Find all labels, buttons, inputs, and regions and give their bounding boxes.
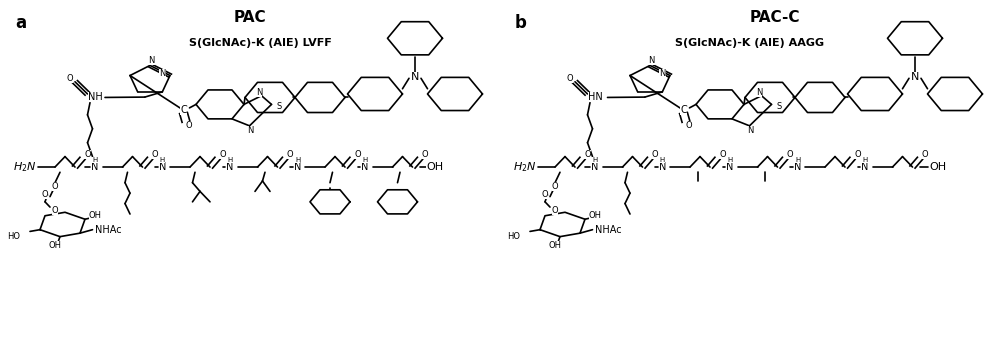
Text: N: N <box>648 56 655 65</box>
Text: OH: OH <box>48 241 62 250</box>
Text: C: C <box>680 105 687 114</box>
Text: OH: OH <box>426 162 444 172</box>
Text: O: O <box>567 74 573 83</box>
Text: N: N <box>361 162 369 172</box>
Text: N: N <box>247 126 254 135</box>
Text: N: N <box>756 88 762 97</box>
Text: N: N <box>747 126 754 135</box>
Text: O: O <box>584 150 591 159</box>
Text: O: O <box>84 150 91 159</box>
Text: N: N <box>591 162 599 172</box>
Text: HO: HO <box>507 232 520 241</box>
Text: N: N <box>159 69 166 78</box>
Text: a: a <box>15 14 26 32</box>
Text: H: H <box>92 157 98 163</box>
Text: O: O <box>685 121 692 130</box>
Text: N: N <box>226 162 234 172</box>
Text: O: O <box>52 206 58 215</box>
Text: N: N <box>159 162 166 172</box>
Text: H: H <box>295 157 300 163</box>
Text: N: N <box>659 162 666 172</box>
Text: O: O <box>542 190 548 199</box>
Text: O: O <box>922 150 928 159</box>
Text: O: O <box>719 150 726 159</box>
Text: H: H <box>592 157 598 163</box>
Text: N: N <box>794 162 801 172</box>
Text: OH: OH <box>548 241 562 250</box>
Text: C: C <box>180 105 187 114</box>
Text: O: O <box>552 182 558 191</box>
Text: H: H <box>862 157 868 163</box>
Text: N: N <box>91 162 99 172</box>
Text: N: N <box>294 162 301 172</box>
Text: O: O <box>219 150 226 159</box>
Text: OH: OH <box>88 211 102 220</box>
Text: O: O <box>652 150 658 159</box>
Text: NH: NH <box>88 93 102 102</box>
Text: HN: HN <box>588 93 602 102</box>
Text: O: O <box>854 150 861 159</box>
Text: S: S <box>276 102 282 111</box>
Text: N: N <box>911 72 919 81</box>
Text: S(GlcNAc)-K (AIE) AAGG: S(GlcNAc)-K (AIE) AAGG <box>675 38 825 48</box>
Text: O: O <box>354 150 361 159</box>
Text: O: O <box>422 150 428 159</box>
Text: N: N <box>659 69 666 78</box>
Text: H: H <box>795 157 800 163</box>
Text: NHAc: NHAc <box>95 225 122 235</box>
Text: NHAc: NHAc <box>595 225 622 235</box>
Text: H: H <box>362 157 368 163</box>
Text: N: N <box>861 162 869 172</box>
Text: S(GlcNAc)-K (AIE) LVFF: S(GlcNAc)-K (AIE) LVFF <box>189 38 331 48</box>
Text: H: H <box>160 157 165 163</box>
Text: b: b <box>515 14 527 32</box>
Text: H: H <box>727 157 733 163</box>
Text: N: N <box>256 88 262 97</box>
Text: O: O <box>67 74 73 83</box>
Text: $H_2N$: $H_2N$ <box>513 160 537 174</box>
Text: S: S <box>776 102 782 111</box>
Text: H: H <box>227 157 233 163</box>
Text: O: O <box>552 206 558 215</box>
Text: H: H <box>660 157 665 163</box>
Text: O: O <box>787 150 793 159</box>
Text: PAC: PAC <box>234 10 266 25</box>
Text: HO: HO <box>7 232 20 241</box>
Text: O: O <box>287 150 293 159</box>
Text: O: O <box>52 182 58 191</box>
Text: OH: OH <box>929 162 946 172</box>
Text: O: O <box>152 150 158 159</box>
Text: PAC-C: PAC-C <box>750 10 800 25</box>
Text: N: N <box>726 162 734 172</box>
Text: O: O <box>185 121 192 130</box>
Text: $H_2N$: $H_2N$ <box>13 160 37 174</box>
Text: OH: OH <box>588 211 602 220</box>
Text: N: N <box>148 56 155 65</box>
Text: N: N <box>411 72 419 81</box>
Text: O: O <box>42 190 48 199</box>
